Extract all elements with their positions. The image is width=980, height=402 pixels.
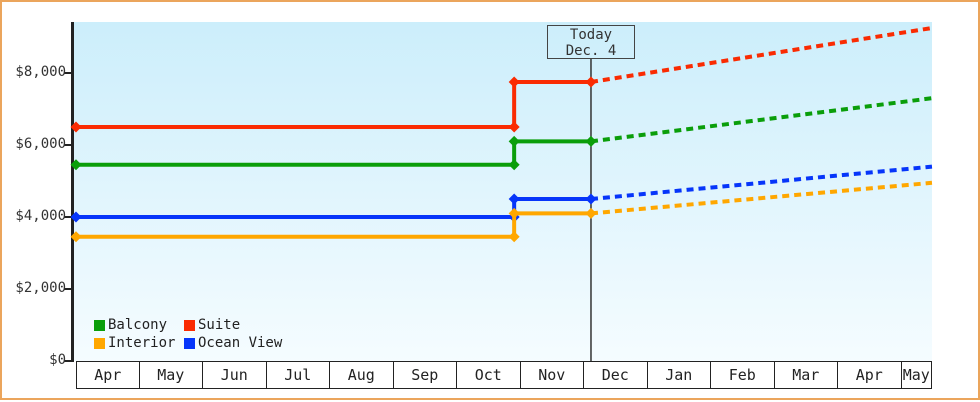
legend-item-balcony: Balcony (94, 315, 168, 333)
month-cell-dec-8: Dec (584, 361, 648, 389)
legend-label: Interior (108, 335, 176, 351)
legend-item-interior: Interior (94, 333, 176, 351)
month-cell-may-13: May (901, 361, 932, 389)
legend-item-suite: Suite (184, 315, 241, 333)
legend-swatch (184, 338, 195, 349)
y-tick-label: $4,000 (15, 208, 66, 224)
month-cell-feb-10: Feb (711, 361, 775, 389)
y-tick-label: $8,000 (15, 64, 66, 80)
month-cell-aug-4: Aug (330, 361, 394, 389)
legend-label: Suite (198, 317, 241, 333)
month-cell-mar-11: Mar (774, 361, 838, 389)
month-cell-oct-6: Oct (457, 361, 521, 389)
legend-swatch (184, 320, 195, 331)
plot-area (74, 22, 932, 361)
month-cell-apr-12: Apr (838, 361, 902, 389)
month-cell-sep-5: Sep (393, 361, 457, 389)
legend-item-ocean-view: Ocean View (184, 333, 283, 351)
today-label: Today (569, 27, 613, 43)
y-tick-label: $2,000 (15, 280, 66, 296)
month-cell-jun-2: Jun (203, 361, 267, 389)
legend-label: Balcony (108, 317, 168, 333)
y-tick-label: $6,000 (15, 136, 66, 152)
today-annotation: Today Dec. 4 (546, 25, 635, 59)
legend-swatch (94, 338, 105, 349)
month-cell-may-1: May (139, 361, 203, 389)
today-date: Dec. 4 (565, 43, 617, 59)
legend-swatch (94, 320, 105, 331)
y-tick-label: $0 (49, 352, 66, 368)
month-cell-nov-7: Nov (520, 361, 584, 389)
month-cell-jan-9: Jan (647, 361, 711, 389)
month-cell-apr-0: Apr (76, 361, 140, 389)
month-cell-jul-3: Jul (266, 361, 330, 389)
legend-label: Ocean View (198, 335, 283, 351)
